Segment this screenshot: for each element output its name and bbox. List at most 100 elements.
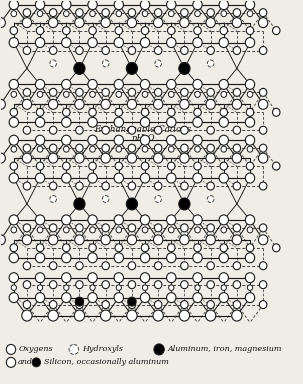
- Circle shape: [74, 198, 85, 210]
- Circle shape: [48, 99, 58, 109]
- Circle shape: [219, 293, 228, 303]
- Circle shape: [88, 0, 97, 10]
- Circle shape: [168, 162, 175, 170]
- Circle shape: [23, 144, 31, 152]
- Circle shape: [180, 18, 189, 28]
- Circle shape: [23, 46, 31, 55]
- Circle shape: [102, 301, 109, 309]
- Circle shape: [155, 262, 162, 270]
- Circle shape: [89, 108, 96, 116]
- Circle shape: [102, 144, 109, 152]
- Circle shape: [48, 18, 58, 28]
- Text: and: and: [18, 358, 32, 366]
- Circle shape: [76, 182, 83, 190]
- Circle shape: [247, 146, 253, 152]
- Circle shape: [142, 11, 148, 17]
- Circle shape: [245, 253, 255, 263]
- Circle shape: [76, 126, 83, 134]
- Circle shape: [62, 108, 70, 116]
- Circle shape: [48, 235, 58, 245]
- Circle shape: [245, 38, 255, 48]
- Circle shape: [116, 11, 122, 17]
- Circle shape: [142, 227, 148, 233]
- Circle shape: [11, 285, 16, 290]
- Circle shape: [128, 9, 136, 17]
- Circle shape: [141, 108, 149, 116]
- Circle shape: [194, 26, 201, 35]
- Circle shape: [233, 262, 241, 270]
- Circle shape: [9, 38, 18, 48]
- Circle shape: [128, 297, 136, 306]
- Circle shape: [76, 281, 83, 289]
- Text: Exchangeable Cations: Exchangeable Cations: [95, 125, 192, 134]
- Circle shape: [114, 117, 124, 127]
- Circle shape: [128, 182, 136, 190]
- Circle shape: [155, 46, 162, 55]
- Circle shape: [102, 182, 109, 190]
- Circle shape: [219, 117, 228, 127]
- Circle shape: [102, 262, 109, 270]
- Circle shape: [115, 244, 122, 252]
- Circle shape: [245, 215, 255, 225]
- Circle shape: [258, 235, 268, 245]
- Circle shape: [206, 99, 215, 109]
- Circle shape: [180, 153, 189, 163]
- Circle shape: [233, 9, 241, 17]
- Circle shape: [206, 153, 215, 163]
- Circle shape: [167, 253, 176, 263]
- Circle shape: [62, 215, 71, 225]
- Circle shape: [195, 146, 200, 152]
- Circle shape: [49, 224, 57, 232]
- Circle shape: [246, 244, 254, 252]
- Circle shape: [221, 91, 227, 97]
- Circle shape: [179, 310, 190, 321]
- Circle shape: [140, 293, 150, 303]
- Circle shape: [233, 46, 241, 55]
- Circle shape: [179, 198, 190, 210]
- Circle shape: [167, 215, 176, 225]
- Circle shape: [169, 285, 174, 290]
- Circle shape: [62, 293, 71, 303]
- Circle shape: [114, 38, 124, 48]
- Circle shape: [233, 301, 241, 309]
- Circle shape: [49, 262, 57, 270]
- Circle shape: [140, 273, 150, 283]
- Circle shape: [49, 46, 57, 55]
- Circle shape: [258, 18, 268, 28]
- Circle shape: [76, 262, 83, 270]
- Circle shape: [207, 262, 215, 270]
- Circle shape: [89, 26, 96, 35]
- Circle shape: [272, 26, 280, 35]
- Circle shape: [140, 173, 150, 183]
- Circle shape: [101, 18, 110, 28]
- Circle shape: [195, 285, 200, 290]
- Circle shape: [126, 63, 138, 74]
- Circle shape: [22, 235, 32, 245]
- Circle shape: [75, 297, 84, 306]
- Circle shape: [49, 182, 57, 190]
- Circle shape: [180, 99, 189, 109]
- Text: Oxygens: Oxygens: [18, 346, 53, 353]
- Circle shape: [140, 0, 150, 10]
- Circle shape: [62, 173, 71, 183]
- Circle shape: [142, 285, 148, 290]
- Circle shape: [180, 235, 189, 245]
- Circle shape: [36, 162, 44, 170]
- Circle shape: [181, 281, 188, 289]
- Circle shape: [62, 273, 71, 283]
- Circle shape: [195, 91, 200, 97]
- Circle shape: [9, 293, 18, 303]
- Circle shape: [10, 26, 18, 35]
- Circle shape: [76, 46, 83, 55]
- Circle shape: [168, 146, 174, 152]
- Circle shape: [11, 146, 17, 152]
- Circle shape: [23, 224, 31, 232]
- Circle shape: [155, 281, 162, 289]
- Circle shape: [219, 0, 228, 10]
- Circle shape: [35, 0, 45, 10]
- Circle shape: [206, 235, 215, 245]
- Circle shape: [207, 182, 215, 190]
- Circle shape: [167, 273, 176, 283]
- Circle shape: [207, 301, 215, 309]
- Circle shape: [140, 253, 150, 263]
